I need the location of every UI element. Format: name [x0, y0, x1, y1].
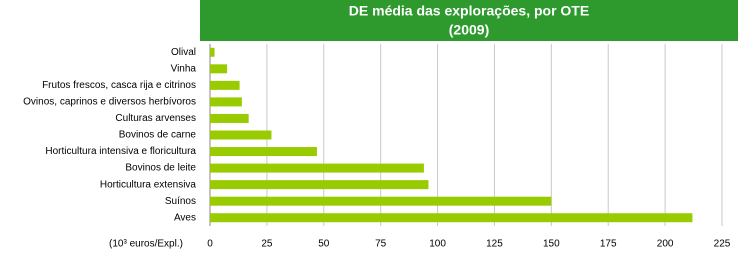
x-tick-label: 150: [543, 239, 560, 250]
y-tick-label: Bovinos de carne: [119, 130, 197, 141]
x-axis-label: (10³ euros/Expl.): [109, 239, 183, 250]
y-tick-label: Frutos frescos, casca rija e citrinos: [42, 80, 196, 91]
bar: [210, 64, 228, 74]
y-tick-label: Ovinos, caprinos e diversos herbívoros: [23, 97, 196, 108]
x-tick-label: 50: [318, 239, 330, 250]
chart-title: DE média das explorações, por OTE: [349, 3, 589, 19]
bar: [210, 180, 429, 190]
bar: [210, 113, 249, 123]
x-tick-label: 100: [429, 239, 446, 250]
bar: [210, 47, 215, 57]
bar: [210, 130, 272, 140]
y-tick-label: Suínos: [165, 196, 196, 207]
y-tick-label: Culturas arvenses: [115, 113, 196, 124]
x-tick-label: 125: [486, 239, 503, 250]
x-tick-label: 0: [207, 239, 213, 250]
y-tick-label: Horticultura intensiva e floricultura: [45, 146, 196, 157]
x-tick-label: 225: [714, 239, 731, 250]
x-tick-label: 200: [657, 239, 674, 250]
bar: [210, 80, 240, 90]
y-tick-label: Aves: [174, 212, 196, 223]
y-tick-label: Bovinos de leite: [125, 163, 196, 174]
y-tick-label: Olival: [171, 47, 196, 58]
x-tick-label: 25: [261, 239, 273, 250]
bar: [210, 213, 693, 223]
title-box: [200, 0, 738, 41]
bar: [210, 163, 424, 173]
x-tick-label: 175: [600, 239, 617, 250]
bar: [210, 147, 317, 157]
bar: [210, 97, 242, 107]
y-tick-label: Vinha: [171, 63, 197, 74]
bar: [210, 196, 552, 206]
chart-subtitle: (2009): [449, 22, 489, 38]
y-tick-label: Horticultura extensiva: [100, 179, 197, 190]
x-tick-label: 75: [375, 239, 387, 250]
